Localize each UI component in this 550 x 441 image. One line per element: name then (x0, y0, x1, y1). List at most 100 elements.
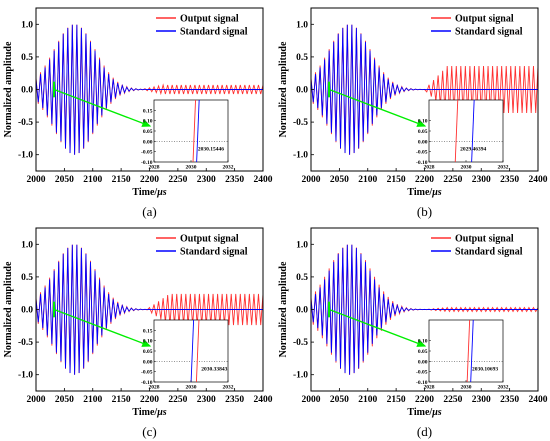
chart-panel-0: 2000 2050 2100 2150 2200 2250 2300 2350 2400 -1.0… (3, 7, 273, 219)
inset-frame (153, 99, 229, 163)
zoom-region-marker (328, 301, 331, 318)
x-tick-label: 2400 (254, 395, 273, 405)
inset-standard-line (196, 100, 200, 162)
inset-zoom: 2028 2030 2032 -0.10 -0.05 0.00 0.05 0.10 0.15 20… (141, 319, 234, 391)
y-tick-label: 0.0 (296, 306, 308, 316)
x-tick-label: 2300 (197, 175, 216, 185)
inset-standard-line (471, 100, 475, 162)
inset-y-tick-label: 0.10 (143, 119, 153, 125)
inset-crossing-annotation: 2030.33843 (201, 366, 227, 372)
x-tick-label: 2300 (472, 395, 491, 405)
y-axis-title: Normalized amplitude (3, 41, 14, 137)
inset-y-tick-label: -0.05 (141, 370, 153, 376)
x-tick-label: 2150 (387, 395, 406, 405)
zoom-arrow (328, 308, 427, 347)
y-tick-label: -0.5 (293, 118, 308, 128)
y-tick-label: 1.0 (296, 20, 308, 30)
inset-y-tick-label: 0.00 (143, 359, 153, 365)
inset-x-tick-label: 2030 (461, 165, 472, 171)
series-line-standard (311, 244, 538, 375)
x-tick-label: 2250 (168, 175, 187, 185)
x-tick-label: 2350 (500, 395, 519, 405)
x-tick-label: 2200 (140, 175, 159, 185)
inset-crossing-annotation: 2029.46394 (460, 146, 486, 152)
inset-y-tick-label: -0.10 (141, 160, 153, 166)
inset-y-tick-label: 0.05 (418, 129, 428, 135)
x-axis-title: Time/μs (132, 187, 166, 198)
y-tick-label: 0.5 (21, 273, 33, 283)
inset-crossing-annotation: 2030.15446 (198, 146, 224, 152)
legend-entry: Standard signal (180, 27, 248, 38)
y-axis-title: Normalized amplitude (278, 261, 289, 357)
x-tick-label: 2200 (415, 175, 434, 185)
x-tick-label: 2200 (415, 395, 434, 405)
x-tick-label: 2100 (358, 395, 377, 405)
y-tick-label: 1.0 (296, 240, 308, 250)
x-tick-label: 2350 (225, 395, 244, 405)
inset-y-tick-label: 0.15 (143, 108, 153, 114)
inset-y-tick-label: 0.05 (143, 349, 153, 355)
series-line-standard (36, 24, 263, 155)
x-axis-title: Time/μs (407, 407, 441, 418)
x-tick-label: 2050 (330, 175, 349, 185)
x-tick-label: 2000 (302, 175, 321, 185)
inset-y-tick-label: 0.00 (143, 139, 153, 145)
inset-y-tick-label: -0.05 (416, 150, 428, 156)
x-tick-label: 2150 (112, 175, 131, 185)
x-tick-label: 2250 (168, 395, 187, 405)
inset-standard-line (190, 320, 195, 382)
x-tick-label: 2300 (197, 395, 216, 405)
inset-y-tick-label: -0.10 (416, 160, 428, 166)
series-line-standard (311, 24, 538, 155)
legend-entry: Standard signal (455, 27, 523, 38)
y-axis-title: Normalized amplitude (278, 41, 289, 137)
panel-label: (a) (142, 204, 156, 219)
x-tick-label: 2100 (83, 175, 102, 185)
inset-y-tick-label: 0.00 (418, 359, 428, 365)
y-tick-label: -1.0 (18, 151, 33, 161)
x-tick-label: 2100 (358, 175, 377, 185)
inset-output-line (466, 320, 471, 382)
inset-x-tick-label: 2030 (186, 165, 197, 171)
y-tick-label: -1.0 (293, 371, 308, 381)
legend-entry: Output signal (180, 234, 239, 245)
x-tick-label: 2250 (443, 175, 462, 185)
x-tick-label: 2250 (443, 395, 462, 405)
inset-output-line (192, 100, 196, 162)
inset-x-tick-label: 2028 (424, 385, 435, 391)
x-tick-label: 2400 (254, 175, 273, 185)
inset-y-tick-label: 0.10 (418, 339, 428, 345)
x-tick-label: 2300 (472, 175, 491, 185)
zoom-region-marker (53, 301, 56, 318)
inset-x-tick-label: 2032 (223, 385, 234, 391)
inset-y-tick-label: 0.10 (418, 119, 428, 125)
y-tick-label: 1.0 (21, 240, 33, 250)
y-tick-label: 1.0 (21, 20, 33, 30)
inset-y-tick-label: 0.05 (418, 349, 428, 355)
y-tick-label: 0.0 (21, 86, 33, 96)
x-tick-label: 2350 (500, 175, 519, 185)
inset-y-tick-label: -0.05 (416, 370, 428, 376)
chart-panel-2: 2000 2050 2100 2150 2200 2250 2300 2350 2400 -1.0… (3, 227, 273, 439)
x-tick-label: 2150 (112, 395, 131, 405)
inset-zoom: 2028 2030 2032 -0.10 -0.05 0.00 0.05 0.10 2030.1… (416, 319, 509, 391)
y-tick-label: 0.5 (296, 53, 308, 63)
inset-y-tick-label: 0.05 (143, 129, 153, 135)
zoom-arrow (53, 308, 152, 347)
x-tick-label: 2000 (27, 175, 46, 185)
panel-label: (c) (142, 424, 156, 439)
inset-frame (428, 319, 504, 383)
inset-output-line (195, 320, 200, 382)
chart-panel-1: 2000 2050 2100 2150 2200 2250 2300 2350 2400 -1.0… (278, 7, 548, 219)
inset-x-tick-label: 2032 (498, 165, 509, 171)
legend-entry: Standard signal (180, 247, 248, 258)
inset-x-tick-label: 2032 (223, 165, 234, 171)
inset-x-tick-label: 2032 (498, 385, 509, 391)
x-tick-label: 2200 (140, 395, 159, 405)
x-tick-label: 2400 (529, 175, 548, 185)
x-tick-label: 2400 (529, 395, 548, 405)
inset-x-tick-label: 2030 (461, 385, 472, 391)
legend-entry: Output signal (455, 14, 514, 25)
legend-entry: Standard signal (455, 247, 523, 258)
